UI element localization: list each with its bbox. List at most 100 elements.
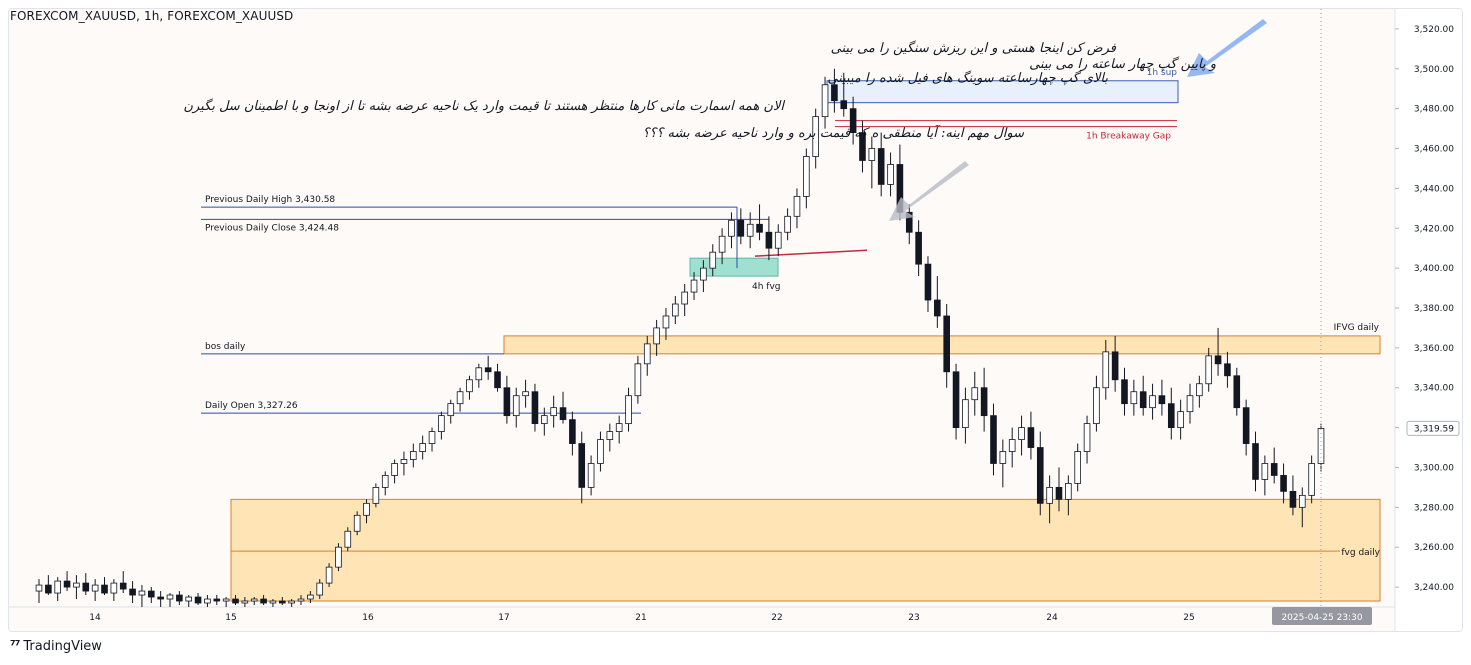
candle-up — [381, 475, 389, 488]
candle-down — [1233, 375, 1241, 409]
candle-down — [213, 598, 221, 602]
candle-down — [1224, 363, 1231, 377]
time-tick-label: 25 — [1183, 613, 1194, 623]
swing-line — [754, 249, 868, 257]
gray-arrow-icon — [889, 161, 969, 221]
candle-up — [466, 379, 473, 393]
time-tick-label: 15 — [225, 613, 236, 623]
footer-brand: TradingView — [23, 639, 102, 654]
candle-up — [1130, 391, 1138, 405]
candle-up — [1149, 395, 1156, 409]
blue-arrow-icon — [1187, 19, 1267, 77]
price-tick-label: 3,300.00 — [1414, 463, 1454, 473]
time-tick-label: 23 — [908, 613, 919, 623]
label-prev-daily-high: Previous Daily High 3,430.58 — [205, 195, 335, 205]
price-tick-label: 3,360.00 — [1414, 344, 1454, 354]
candle-down — [147, 590, 155, 598]
candle-down — [194, 596, 202, 604]
candle-up — [541, 415, 548, 425]
candle-down — [260, 598, 267, 604]
candle-down — [278, 600, 286, 604]
price-tick-label: 3,340.00 — [1414, 384, 1454, 394]
candle-down — [990, 415, 997, 464]
candle-up — [587, 463, 595, 488]
candle-up — [812, 116, 819, 157]
candle-down — [119, 582, 127, 590]
candle-up — [868, 148, 876, 161]
candle-up — [746, 223, 754, 237]
note-line-4: الان همه اسمارت مانی کارها منتظر هستند ت… — [183, 99, 784, 114]
candle-up — [1205, 355, 1213, 385]
candle-up — [793, 195, 801, 217]
candle-up — [1186, 395, 1194, 413]
candle-up — [774, 231, 782, 249]
candle-down — [578, 443, 586, 488]
price-tick-label: 3,520.00 — [1414, 25, 1454, 35]
candle-up — [73, 582, 80, 588]
candle-down — [1280, 475, 1287, 492]
candle-up — [250, 598, 258, 602]
price-tick-label: 3,480.00 — [1414, 105, 1454, 115]
note-line-1: فرض کن اینجا هستی و این ریزش سنگین را می… — [830, 41, 1116, 56]
candle-down — [915, 231, 922, 265]
candle-up — [475, 367, 483, 381]
candle-up — [316, 582, 324, 596]
candle-down — [157, 596, 164, 600]
candle-down — [1158, 395, 1166, 405]
candle-down — [934, 299, 941, 317]
candle-down — [559, 407, 567, 421]
price-chart[interactable]: Previous Daily High 3,430.58 Previous Dai… — [9, 9, 1462, 631]
time-tick-label: 22 — [771, 613, 782, 623]
candle-down — [1036, 447, 1044, 504]
candle-up — [690, 279, 698, 293]
price-tick-label: 3,240.00 — [1414, 583, 1454, 593]
candle-up — [672, 303, 679, 317]
tradingview-logo-icon: ⁷⁷ — [10, 639, 20, 654]
crosshair-time-badge — [1272, 607, 1372, 625]
candle-up — [1046, 486, 1053, 504]
candle-up — [606, 431, 614, 440]
candle-down — [484, 367, 492, 373]
candle-up — [615, 423, 623, 432]
candle-up — [718, 235, 726, 253]
last-price-label: 3,319.59 — [1414, 424, 1454, 434]
candle-up — [625, 395, 632, 425]
candle-down — [1252, 443, 1259, 480]
candle-up — [971, 387, 979, 401]
candle-up — [54, 580, 62, 594]
candle-down — [63, 580, 71, 588]
candle-up — [1308, 463, 1315, 496]
candle-up — [709, 251, 717, 269]
candle-up — [372, 486, 380, 504]
price-tick-label: 3,260.00 — [1414, 543, 1454, 553]
candle-down — [45, 584, 52, 594]
candle-up — [222, 598, 230, 602]
candle-up — [1074, 451, 1082, 484]
candle-down — [531, 391, 539, 425]
candle-down — [1121, 379, 1128, 405]
label-daily-open: Daily Open 3,327.26 — [205, 401, 298, 411]
candle-up — [1018, 427, 1025, 440]
candle-down — [859, 132, 866, 161]
candle-up — [634, 363, 642, 397]
candle-up — [447, 403, 455, 417]
candle-down — [737, 219, 745, 237]
candle-down — [1242, 407, 1250, 444]
time-tick-label: 24 — [1046, 613, 1058, 623]
candle-up — [681, 291, 688, 305]
candle-up — [91, 584, 99, 592]
candle-up — [643, 343, 651, 365]
price-axis — [1395, 9, 1462, 631]
zone-ifvg-daily — [503, 335, 1381, 355]
crosshair-time-label: 2025-04-25 23:30 — [1281, 613, 1362, 623]
time-tick-label: 14 — [89, 613, 101, 623]
candle-down — [1111, 351, 1119, 381]
candle-up — [138, 590, 146, 596]
time-tick-label: 21 — [635, 613, 646, 623]
candle-up — [307, 594, 314, 600]
label-ifvg-daily: IFVG daily — [1334, 323, 1380, 333]
candle-down — [82, 582, 90, 592]
candle-up — [35, 584, 43, 592]
candle-down — [905, 211, 913, 233]
zone-fvg-daily — [230, 498, 1381, 602]
